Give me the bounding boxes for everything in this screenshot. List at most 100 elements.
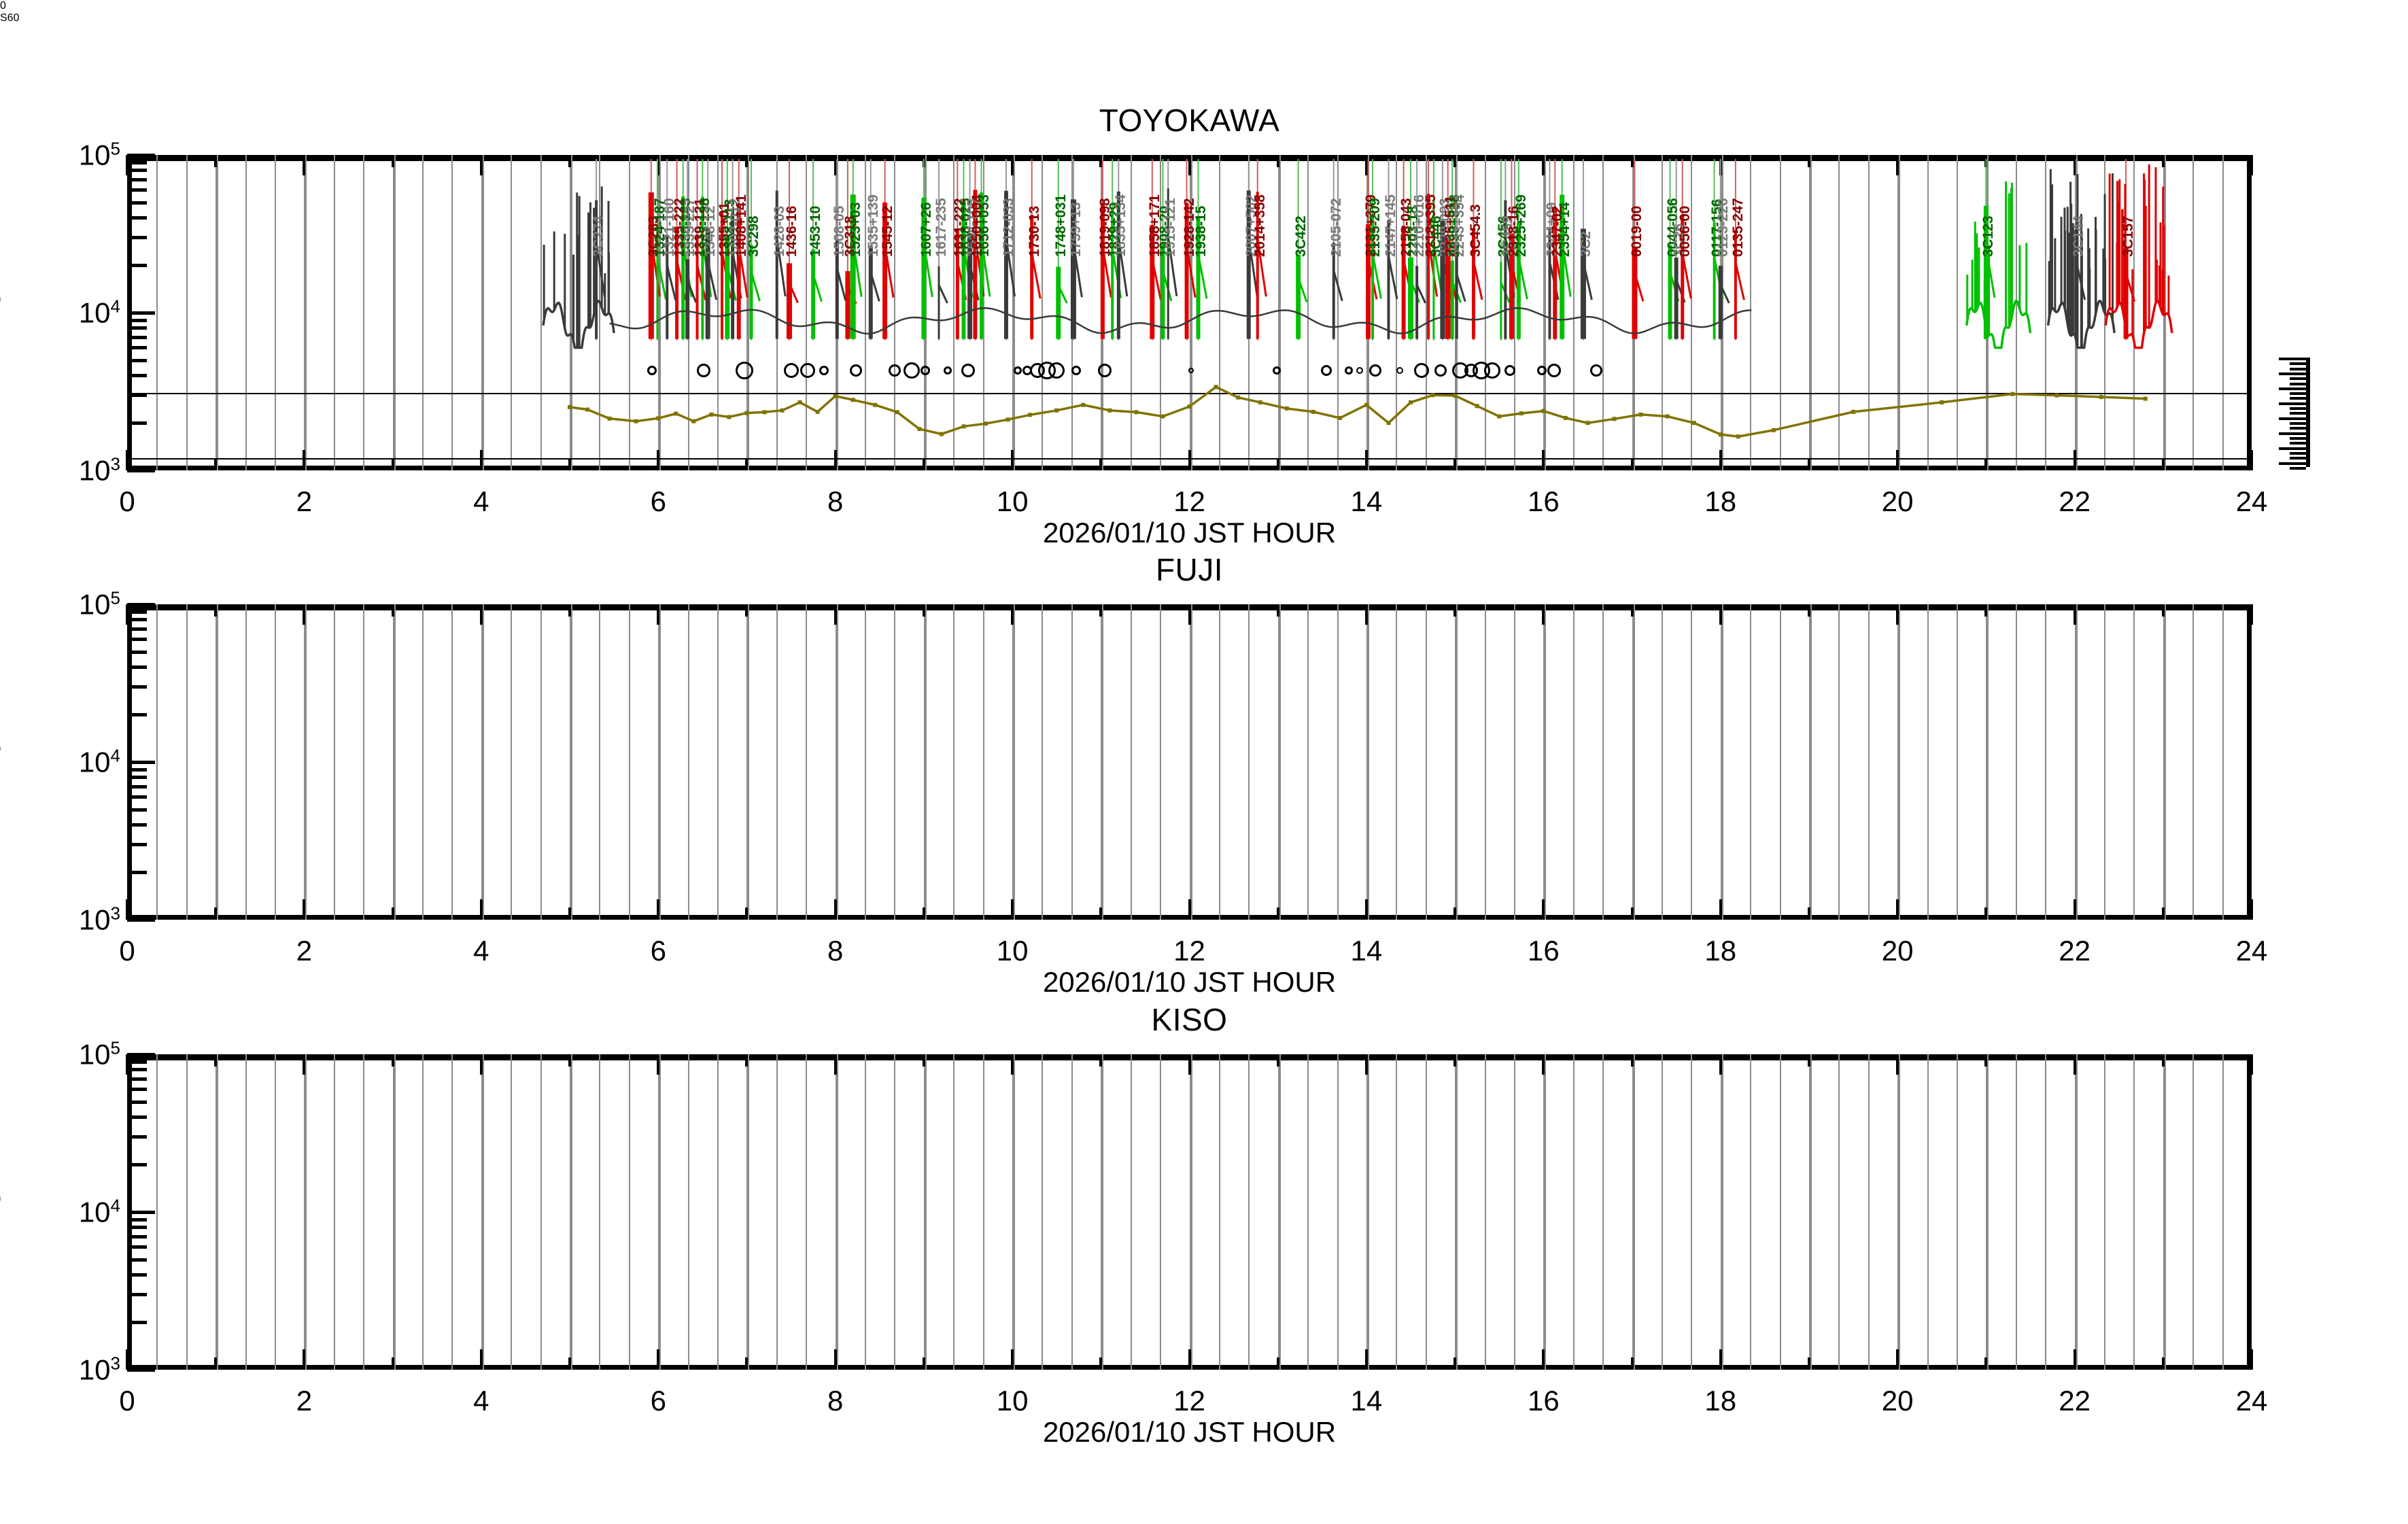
event-label: 3C2: [1577, 231, 1594, 257]
y-axis-tick: [127, 326, 142, 330]
x-axis-tick: [1099, 604, 1103, 617]
angle-point: [797, 400, 802, 404]
x-axis-tick: [568, 1357, 572, 1370]
x-axis-tick: [391, 1357, 394, 1370]
x-axis-tick: [1719, 604, 1722, 625]
x-axis-tick: [126, 450, 128, 470]
angle-point: [1337, 415, 1342, 420]
gridline-vertical: [1218, 155, 1220, 470]
event-burst: [1070, 199, 1076, 339]
gridline-vertical: [806, 155, 808, 470]
angle-point: [1851, 409, 1856, 414]
gridline-vertical: [1366, 1054, 1369, 1370]
event-burst: [595, 200, 598, 339]
event-burst: [701, 196, 704, 339]
angle-axis-tick: [2290, 422, 2306, 426]
x-axis-tick-label: 12: [1173, 935, 1205, 967]
gridline-vertical: [1927, 1054, 1929, 1370]
x-axis-tick-label: 16: [1527, 485, 1560, 517]
event-burst: [1184, 203, 1189, 339]
gridline-vertical: [1602, 1054, 1604, 1370]
angle-point: [674, 411, 678, 416]
gridline-vertical: [835, 1054, 838, 1370]
axis-spine: [2247, 155, 2252, 470]
gridline-vertical: [1248, 1054, 1250, 1370]
gridline-vertical: [392, 604, 396, 920]
angle-axis-tick: [2290, 437, 2306, 440]
y-axis-tick-label: 103: [78, 1353, 120, 1386]
x-axis-tick: [2250, 1349, 2253, 1370]
x-axis-tick: [568, 1054, 572, 1067]
event-tail: [1151, 259, 1162, 300]
y-axis-tick: [127, 188, 142, 192]
gridline-vertical: [1455, 604, 1458, 920]
x-axis-tick-label: 18: [1704, 1385, 1737, 1417]
angle-point: [1214, 385, 1218, 389]
event-burst: [1432, 201, 1435, 339]
angle-point: [939, 432, 944, 436]
angle-point: [1665, 414, 1670, 419]
angle-point: [1284, 406, 1289, 411]
y-axis-tick: [127, 685, 142, 689]
gridline-vertical: [1661, 155, 1663, 470]
event-label: 1712-033: [1000, 198, 1016, 257]
x-axis-tick: [126, 155, 128, 175]
angle-marker: [1504, 365, 1515, 377]
event-tail: [686, 280, 698, 303]
gridline-vertical: [894, 155, 896, 470]
gridline-vertical: [1248, 604, 1250, 920]
x-axis-tick: [1011, 604, 1014, 625]
angle-point: [656, 416, 661, 421]
x-axis-tick: [1099, 907, 1103, 920]
angle-axis: [2279, 357, 2310, 470]
x-axis-tick: [1896, 155, 1899, 175]
angle-marker: [921, 366, 931, 376]
gridline-vertical: [1042, 155, 1044, 470]
x-axis-tick: [745, 1054, 749, 1067]
angle-point: [2143, 396, 2148, 401]
x-axis-tick: [1896, 899, 1899, 920]
angle-marker: [1321, 365, 1332, 377]
event-tail: [836, 268, 847, 301]
event-tail: [738, 245, 749, 298]
event-label: 2147+145: [1383, 194, 1399, 257]
gridline-vertical: [599, 155, 601, 470]
event-burst: [1401, 226, 1406, 339]
event-label: 3C274: [591, 215, 607, 257]
gridline-vertical: [216, 604, 219, 920]
x-axis-tick: [1984, 1357, 1988, 1370]
gridline-vertical: [333, 604, 335, 920]
gridline-vertical: [422, 604, 424, 920]
x-axis-tick: [1099, 1357, 1103, 1370]
event-tail: [1427, 239, 1439, 297]
gridline-vertical: [392, 1054, 396, 1370]
y-axis-tick: [127, 160, 142, 164]
angle-point: [1005, 417, 1010, 422]
x-axis-tick: [214, 155, 218, 167]
angle-point: [2099, 395, 2103, 400]
angle-axis-tick: [2290, 452, 2306, 455]
gridline-vertical: [687, 604, 689, 920]
x-axis-tick-label: 4: [473, 935, 489, 967]
event-burst: [1504, 200, 1507, 339]
angle-marker: [1590, 364, 1603, 377]
x-axis-tick: [1630, 1357, 1634, 1370]
gridline-vertical: [717, 155, 719, 470]
gridline-vertical: [1425, 155, 1427, 470]
event-burst: [1632, 246, 1638, 339]
gridline-vertical: [717, 1054, 719, 1370]
gridline-vertical: [982, 155, 984, 470]
gridline-vertical: [2015, 604, 2017, 920]
gridline-vertical: [1071, 604, 1073, 920]
event-burst: [1246, 190, 1251, 339]
y-axis-tick: [127, 1234, 142, 1239]
event-burst: [749, 244, 753, 339]
gridline-vertical: [1130, 155, 1132, 470]
x-axis-tick: [303, 1349, 306, 1370]
event-burst: [921, 197, 927, 339]
event-burst: [1296, 254, 1301, 339]
gridline-vertical: [1956, 155, 1958, 470]
y-axis-tick: [127, 1368, 150, 1372]
gridline-vertical: [1307, 604, 1309, 920]
x-axis-tick: [1454, 604, 1457, 617]
